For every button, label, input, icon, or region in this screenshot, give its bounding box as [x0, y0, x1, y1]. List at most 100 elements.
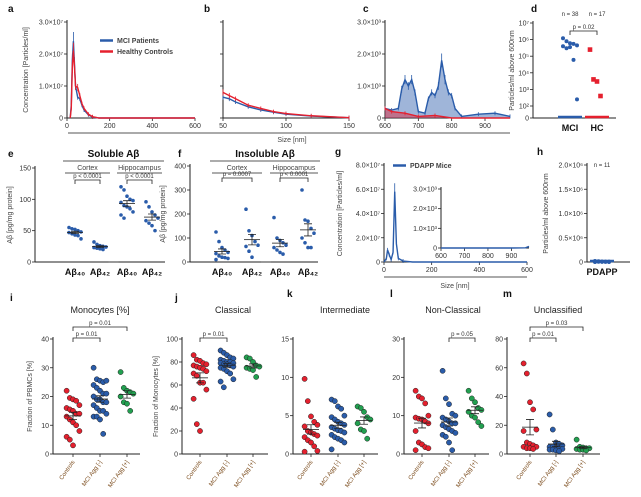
x-tick-label: 600: [521, 267, 533, 274]
series-line: [69, 50, 195, 119]
data-point: [131, 198, 135, 203]
data-point: [338, 405, 345, 412]
panel-a: a 0 1.0×10⁷ 2.0×10⁷ 3.0×10⁷ 0 200 400 600 MCI Pat…: [8, 4, 201, 130]
y-tick-label: 60: [495, 365, 503, 372]
y-tick-label: 40: [170, 406, 178, 413]
data-point: [564, 46, 569, 51]
x-tick-label: 50: [219, 123, 227, 130]
x-tick-label: 100: [280, 123, 292, 130]
y-tick-label: 0: [499, 452, 503, 459]
category-label: MCI Agg [-]: [209, 459, 231, 487]
data-point: [530, 446, 537, 452]
data-point: [425, 445, 432, 452]
data-point: [591, 77, 596, 82]
panel-label: i: [10, 293, 13, 304]
data-point: [533, 426, 540, 433]
data-point: [119, 185, 123, 189]
data-point: [272, 215, 276, 220]
panel-label: a: [8, 4, 14, 15]
data-point: [314, 432, 321, 439]
y-tick-label: 10²: [519, 104, 530, 111]
y-axis-label: Fraction of PBMCs [%]: [27, 361, 34, 432]
p-value-label: p = 0.02: [573, 25, 596, 31]
data-point: [354, 420, 361, 427]
data-point: [90, 364, 97, 371]
data-point: [575, 97, 579, 102]
data-point: [220, 255, 224, 259]
bracket-line: [72, 337, 101, 342]
panel-label: f: [178, 149, 182, 160]
data-point: [226, 256, 230, 261]
y-axis-label: Particles/ml above 600nm: [543, 173, 550, 254]
data-point: [227, 370, 234, 377]
data-point: [306, 245, 310, 250]
y-tick-label: 0: [376, 260, 380, 267]
data-point: [76, 428, 83, 434]
y-tick-label: 100: [19, 197, 31, 204]
n-label: n = 38: [562, 12, 580, 18]
sem-error-bar: [276, 239, 284, 248]
data-point: [301, 448, 308, 455]
inset-chart: 0 1.0×10³ 2.0×10³ 3.0×10³ 600 700 800 900: [413, 187, 530, 260]
group-label: Cortex: [77, 165, 98, 172]
category-label: MCI Agg [+]: [345, 459, 368, 489]
data-point: [67, 225, 71, 230]
x-tick-label: 200: [104, 123, 116, 130]
y-tick-label: 150: [19, 166, 31, 173]
panel-c: c 0 1.0×10³ 2.0×10³ 3.0×10³ 600 700 800 900: [357, 4, 511, 130]
x-tick-label: 600: [379, 123, 391, 130]
y-tick-label: 8.0×10⁷: [356, 163, 381, 170]
y-tick-label: 300: [174, 188, 186, 195]
y-tick-label: 0: [27, 260, 31, 267]
data-point: [312, 231, 316, 235]
data-point: [150, 223, 154, 228]
data-point: [303, 218, 307, 222]
data-point: [76, 233, 80, 238]
y-tick-label: 3.0×10⁷: [39, 20, 64, 27]
data-point: [442, 433, 449, 440]
sem-error-bar: [69, 411, 77, 420]
y-tick-label: 0: [525, 116, 529, 123]
chart-title: Unclassified: [534, 305, 583, 315]
significance-bracket: p = 0.03: [529, 321, 584, 331]
data-point: [446, 401, 452, 408]
data-point: [103, 377, 110, 384]
data-point: [122, 216, 126, 220]
y-tick-label: 20: [170, 429, 178, 436]
chart-title: Monocytes [%]: [70, 305, 129, 315]
p-value-label: p < 0.0001: [125, 174, 154, 180]
category-label: Aβ₄₀: [270, 267, 290, 277]
data-point: [246, 355, 253, 362]
category-label: Controls: [59, 460, 77, 482]
sem-error-bar: [196, 372, 204, 384]
data-point: [568, 41, 572, 46]
data-point: [341, 429, 348, 436]
data-point: [128, 206, 132, 211]
data-point: [253, 239, 257, 244]
panel-label: e: [8, 149, 14, 160]
data-point: [190, 352, 197, 358]
y-axis-label: Particles/ml above 600nm: [509, 30, 516, 111]
chart-title: Classical: [215, 305, 251, 315]
group-label: Hippocampus: [118, 165, 161, 172]
significance-bracket: p = 0.01: [199, 332, 228, 342]
sem-error-bar: [249, 363, 257, 369]
category-label: Aβ₄₀: [117, 267, 137, 277]
y-tick-label: 200: [174, 212, 186, 219]
panel-label: k: [287, 289, 293, 300]
chart-title: Non-Classical: [425, 305, 481, 315]
category-label: MCI Agg [-]: [82, 459, 104, 487]
data-point: [361, 408, 367, 415]
data-point: [556, 448, 563, 454]
data-point: [203, 386, 210, 393]
y-tick-label: 10: [281, 375, 289, 382]
category-label: PDAPP: [586, 267, 617, 277]
data-point: [442, 395, 449, 402]
y-axis-label: Fraction of Monocytes [%]: [153, 356, 160, 437]
data-point: [361, 428, 367, 434]
data-point: [73, 233, 77, 237]
x-tick-label: 0: [382, 267, 386, 274]
sem-error-bar: [218, 248, 226, 255]
bracket-line: [279, 177, 309, 182]
data-point: [412, 447, 419, 454]
